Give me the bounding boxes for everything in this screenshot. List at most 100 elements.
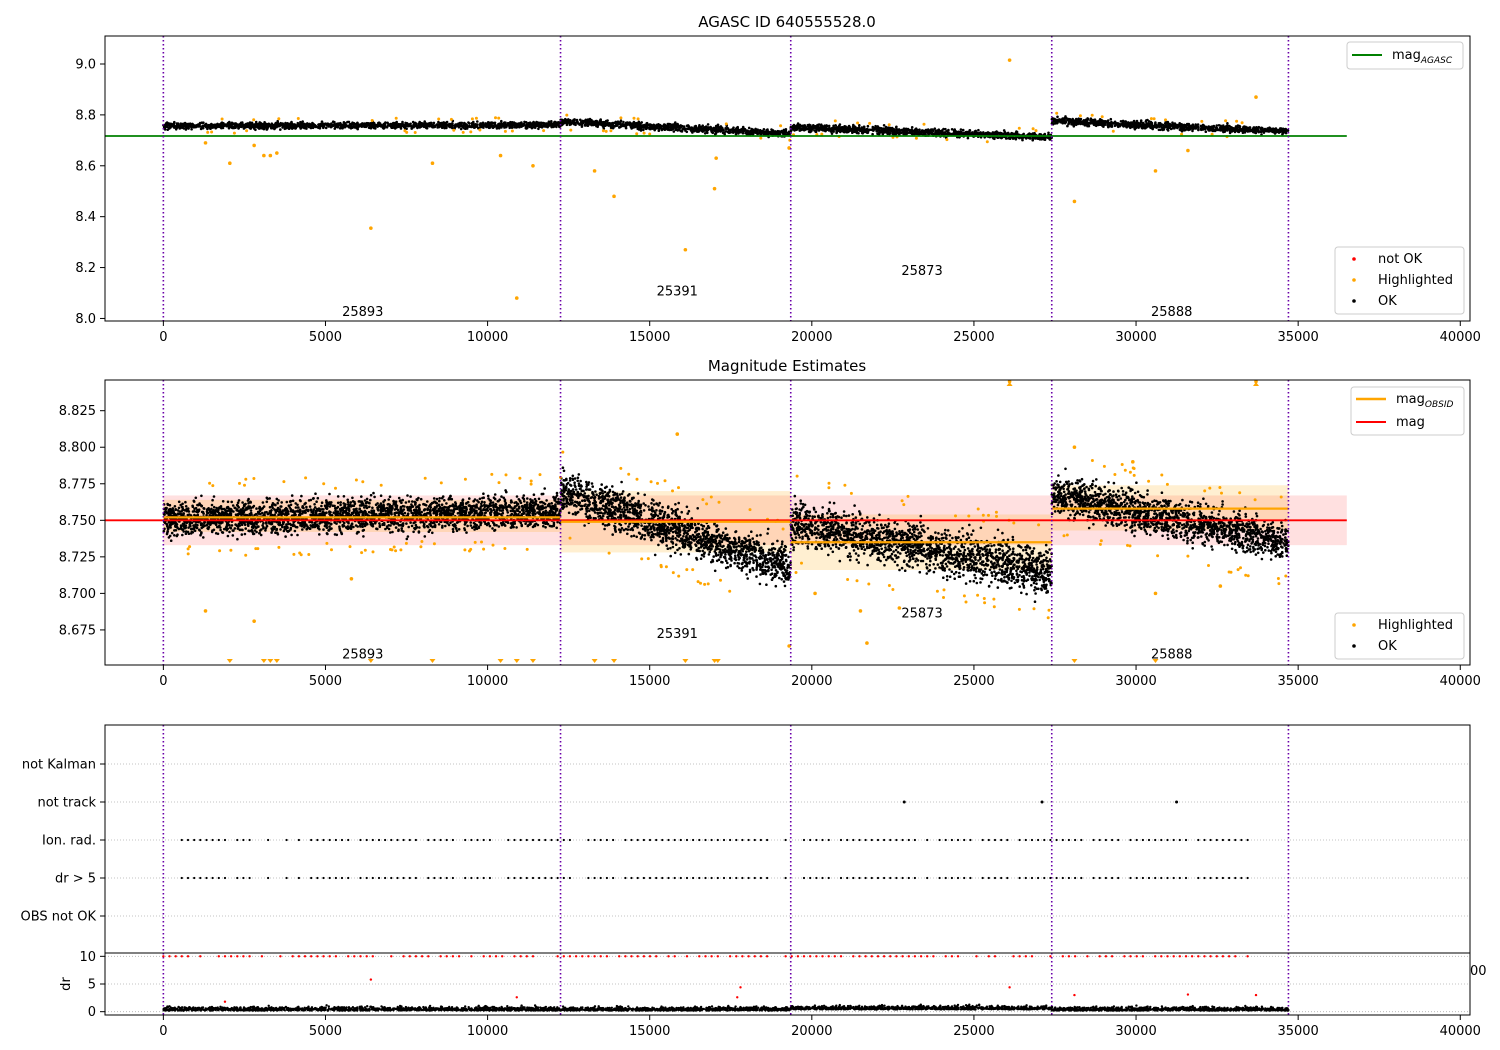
ok-point: [236, 123, 239, 127]
ok-point: [633, 124, 636, 127]
ok-point: [380, 124, 384, 127]
ok-point: [950, 128, 954, 131]
agasc-panel: AGASC ID 640555528.0 2589325391258732588…: [75, 13, 1481, 345]
ok-point: [1109, 124, 1112, 128]
ok-point: [1188, 127, 1192, 131]
ok-point: [484, 122, 488, 125]
ok-point: [770, 131, 774, 135]
ok-point: [1139, 120, 1143, 124]
ok-point: [362, 535, 365, 538]
ok-point: [680, 130, 684, 133]
ok-point: [655, 126, 659, 129]
agasc-x-ticks: 0 5000 10000 15000 20000 25000 30000 35000 40000: [159, 321, 1481, 345]
highlighted-point: [1152, 117, 1156, 121]
ok-point: [164, 125, 168, 128]
highlighted-point: [856, 121, 860, 125]
ok-point: [795, 128, 798, 132]
ok-point: [814, 124, 818, 128]
highlighted-point: [945, 138, 949, 142]
ok-point: [1125, 123, 1128, 126]
x-tick-label: 25000: [953, 330, 994, 345]
ok-point: [174, 128, 178, 131]
ok-point: [400, 124, 404, 128]
ok-point: [1150, 126, 1153, 130]
x-tick-label: 5000: [309, 330, 342, 345]
ok-point: [211, 498, 214, 502]
ok-point: [376, 124, 379, 128]
ok-point: [457, 126, 461, 129]
ok-point: [522, 494, 526, 497]
ok-point: [1082, 121, 1086, 125]
ok-point: [351, 496, 354, 500]
ok-point: [1265, 129, 1269, 133]
ok-point: [594, 122, 597, 126]
ok-point: [1162, 128, 1166, 131]
ok-point: [793, 125, 797, 128]
highlighted-point: [569, 128, 573, 132]
ok-point: [1257, 130, 1260, 134]
y-tick-label: 8.6: [75, 159, 96, 174]
ok-point: [1133, 123, 1136, 127]
ok-point: [328, 123, 332, 126]
ok-point: [240, 533, 244, 536]
ok-point: [712, 128, 716, 132]
ok-point: [1268, 126, 1271, 129]
agasc-y-ticks: 8.08.28.48.68.89.0: [75, 57, 105, 327]
ok-point: [720, 129, 724, 132]
agasc-highlighted-layer: [203, 58, 1258, 300]
ok-point: [204, 124, 207, 127]
ok-point: [565, 121, 569, 125]
ok-point: [809, 130, 812, 134]
highlighted-point: [203, 141, 208, 145]
highlighted-point: [268, 153, 273, 158]
ok-point: [265, 124, 268, 127]
ok-point: [682, 125, 686, 128]
ok-point: [604, 119, 608, 123]
obsid-label: 25893: [342, 305, 383, 320]
ok-point: [214, 126, 217, 130]
ok-point: [673, 123, 676, 127]
ok-point: [166, 123, 170, 126]
highlighted-point: [542, 129, 546, 133]
ok-point: [1144, 123, 1148, 127]
ok-point: [562, 121, 566, 125]
highlighted-point: [232, 131, 236, 135]
ok-point: [476, 120, 479, 123]
ok-point: [239, 123, 243, 127]
ok-point: [405, 522, 408, 525]
ok-point: [443, 121, 447, 125]
ok-point: [842, 128, 846, 132]
ok-point: [900, 129, 903, 132]
ok-point: [920, 131, 923, 134]
ok-point: [858, 128, 861, 131]
ok-point: [437, 120, 440, 124]
ok-point: [1004, 132, 1007, 135]
ok-point: [1059, 120, 1062, 123]
ok-point: [1280, 129, 1284, 133]
ok-point: [178, 127, 181, 130]
ok-point: [1238, 125, 1241, 129]
ok-point: [184, 532, 188, 535]
ok-point: [832, 127, 835, 131]
ok-point: [1204, 130, 1208, 133]
ok-point: [410, 127, 414, 130]
ok-point: [491, 527, 494, 530]
highlighted-point: [228, 161, 232, 166]
ok-point: [810, 127, 813, 131]
ok-point: [1248, 126, 1252, 129]
ok-point: [553, 124, 556, 127]
ok-point: [691, 127, 694, 131]
ok-point: [835, 128, 839, 131]
ok-point: [913, 132, 916, 136]
ok-point: [1171, 121, 1174, 124]
ok-point: [1014, 131, 1018, 135]
y-tick-label: 8.8: [75, 108, 96, 123]
ok-point: [961, 128, 965, 132]
highlighted-point: [648, 132, 652, 136]
ok-point: [924, 131, 928, 134]
ok-point: [1122, 123, 1125, 126]
ok-point: [943, 131, 946, 135]
ok-point: [866, 131, 870, 134]
